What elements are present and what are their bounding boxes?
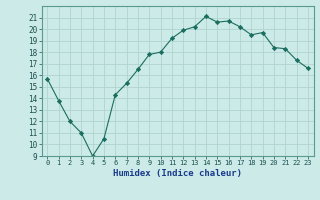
- X-axis label: Humidex (Indice chaleur): Humidex (Indice chaleur): [113, 169, 242, 178]
